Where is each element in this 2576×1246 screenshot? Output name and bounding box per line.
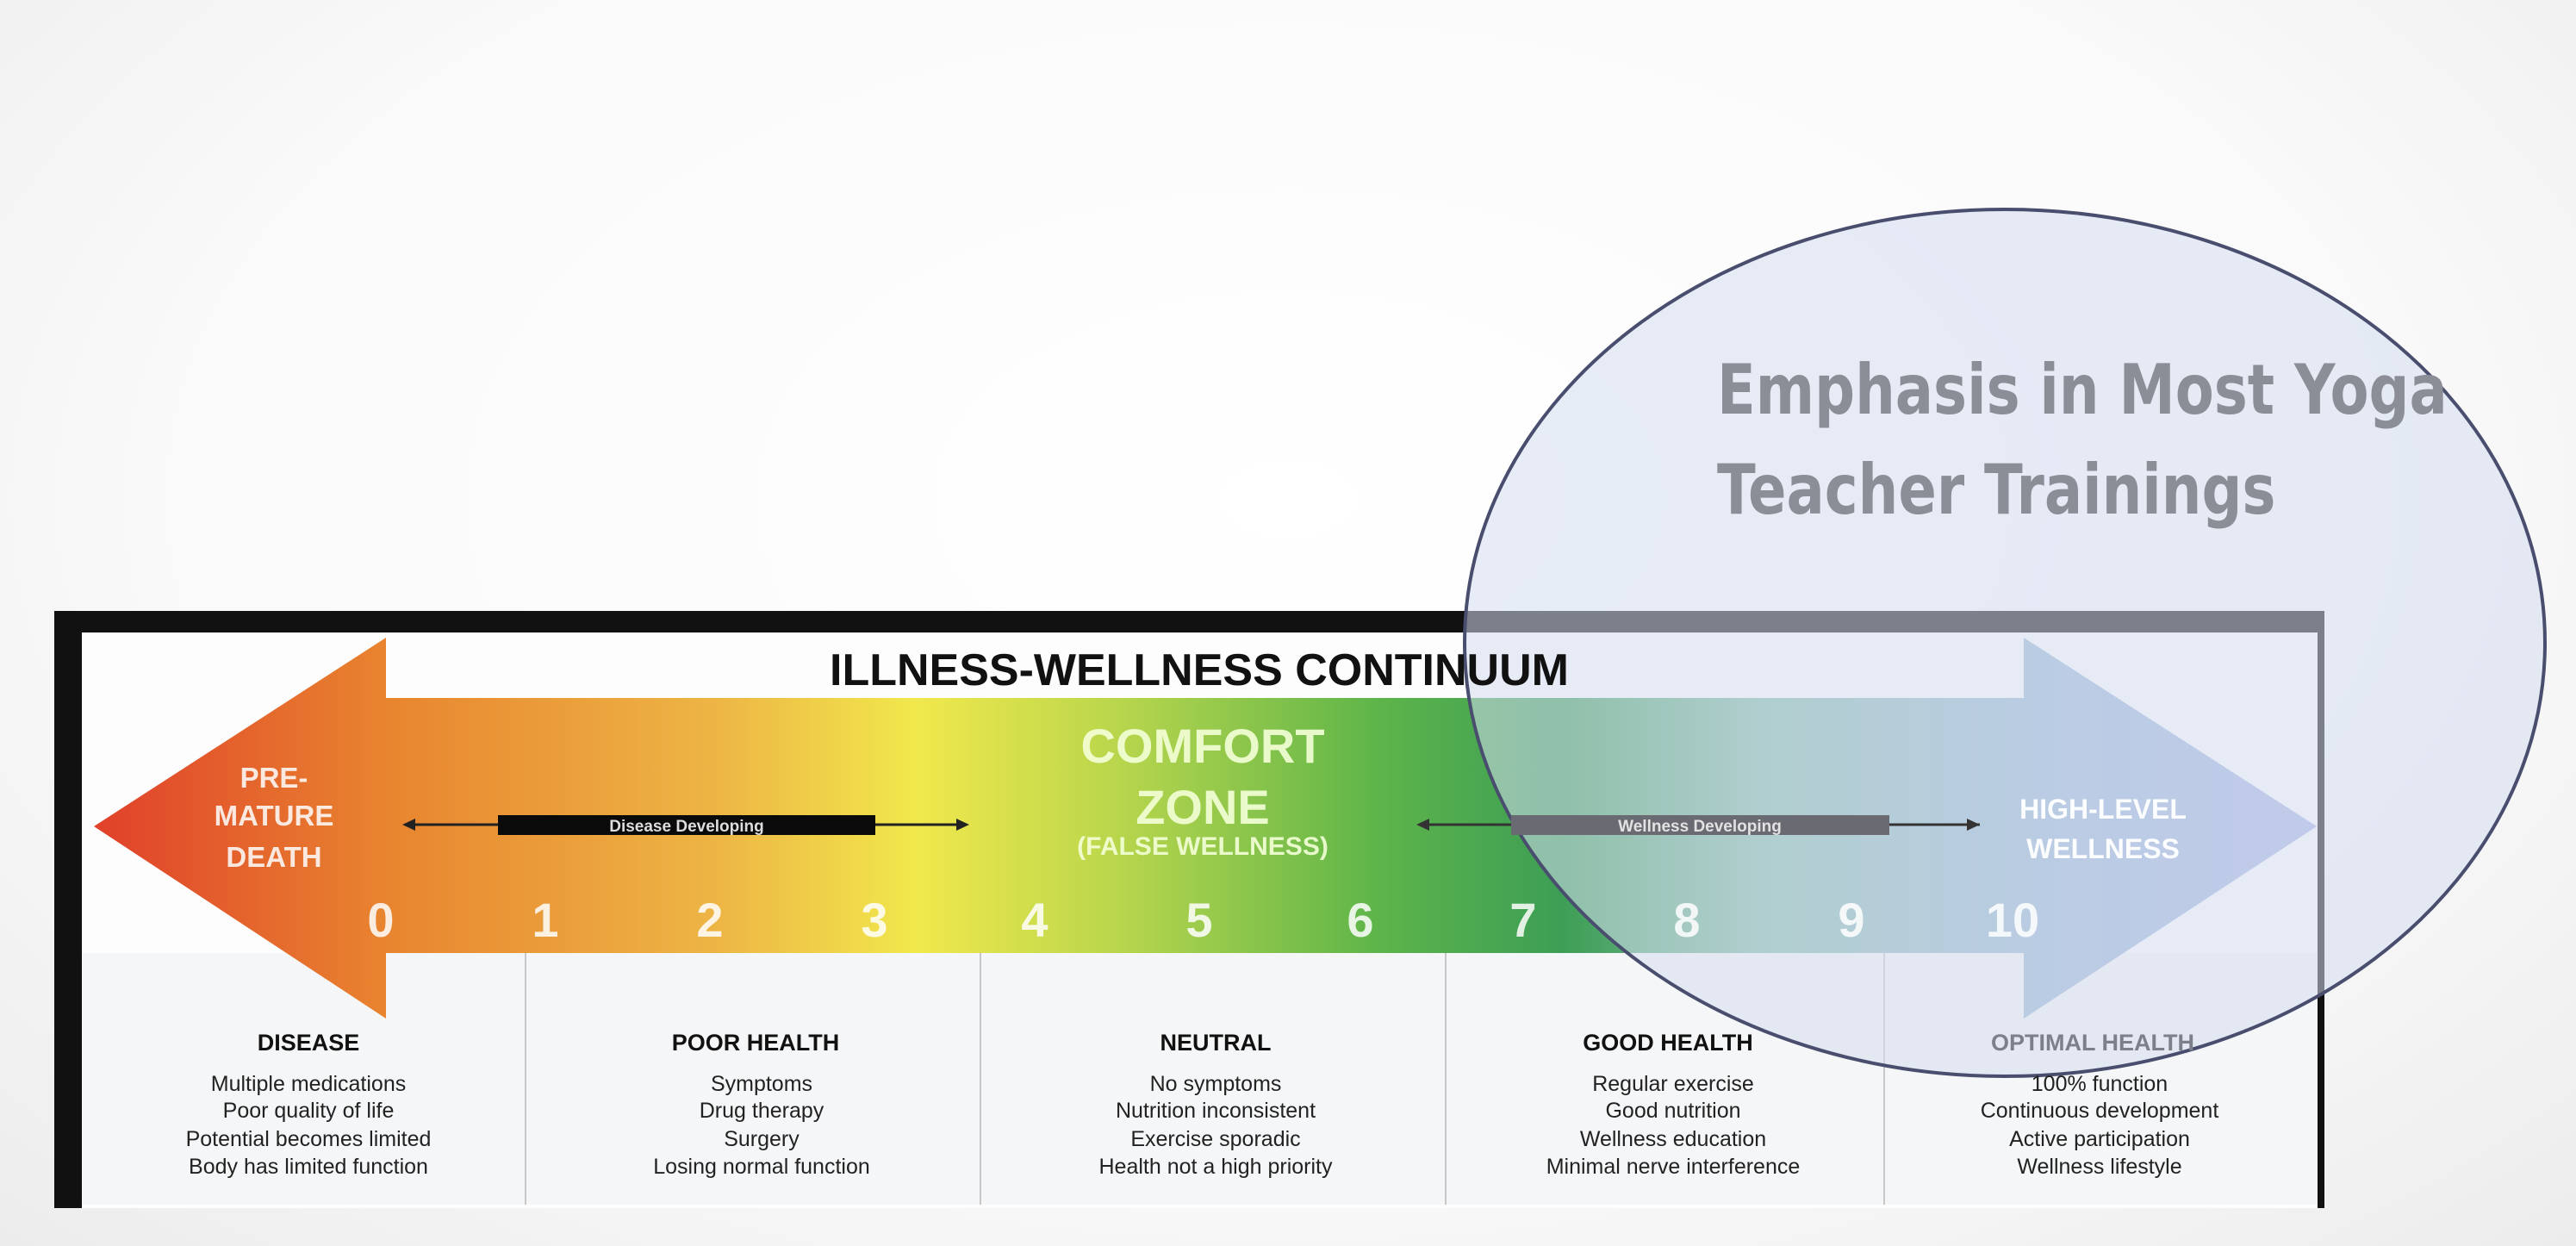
svg-text:(FALSE WELLNESS): (FALSE WELLNESS) bbox=[1077, 832, 1328, 861]
emphasis-callout-text: Emphasis in Most Yoga Teacher Trainings bbox=[1717, 351, 2448, 531]
svg-text:Wellness education: Wellness education bbox=[1580, 1127, 1766, 1151]
svg-text:Symptoms: Symptoms bbox=[711, 1072, 812, 1096]
svg-text:COMFORT: COMFORT bbox=[1080, 719, 1324, 773]
svg-text:POOR HEALTH: POOR HEALTH bbox=[672, 1030, 840, 1056]
svg-text:Potential becomes limited: Potential becomes limited bbox=[186, 1127, 432, 1151]
diagram-title: ILLNESS-WELLNESS CONTINUUM bbox=[830, 645, 1569, 695]
scale-number: 0 bbox=[367, 893, 394, 947]
column-disease: DISEASE Multiple medications Poor qualit… bbox=[186, 1030, 432, 1179]
high-level-wellness-label: HIGH-LEVEL WELLNESS bbox=[2019, 794, 2187, 864]
svg-text:Drug therapy: Drug therapy bbox=[700, 1099, 824, 1123]
wellness-developing-bar: Wellness Developing bbox=[1416, 815, 1980, 836]
svg-text:WELLNESS: WELLNESS bbox=[2026, 833, 2180, 864]
svg-text:Disease Developing: Disease Developing bbox=[609, 818, 764, 836]
emphasis-callout-ellipse bbox=[1463, 208, 2547, 1078]
column-optimal-health: OPTIMAL HEALTH 100% function Continuous … bbox=[1981, 1030, 2219, 1179]
svg-text:Wellness lifestyle: Wellness lifestyle bbox=[2017, 1155, 2181, 1179]
svg-text:Active participation: Active participation bbox=[2009, 1127, 2190, 1151]
svg-text:Exercise sporadic: Exercise sporadic bbox=[1130, 1127, 1300, 1151]
scale-numbers: 0 1 2 3 4 5 6 7 8 9 10 bbox=[367, 893, 2039, 947]
scale-number: 1 bbox=[532, 893, 558, 947]
scale-number: 7 bbox=[1509, 893, 1536, 947]
svg-text:DISEASE: DISEASE bbox=[258, 1030, 360, 1056]
svg-text:OPTIMAL HEALTH: OPTIMAL HEALTH bbox=[1991, 1030, 2194, 1056]
svg-text:Multiple medications: Multiple medications bbox=[211, 1072, 407, 1096]
svg-text:Health not a high priority: Health not a high priority bbox=[1099, 1155, 1333, 1179]
svg-text:PRE-: PRE- bbox=[240, 762, 308, 794]
svg-text:Continuous development: Continuous development bbox=[1981, 1099, 2219, 1123]
svg-text:NEUTRAL: NEUTRAL bbox=[1160, 1030, 1272, 1056]
svg-text:Losing normal function: Losing normal function bbox=[653, 1155, 870, 1179]
svg-text:DEATH: DEATH bbox=[226, 841, 321, 873]
scale-number: 10 bbox=[1986, 893, 2039, 947]
disease-developing-bar: Disease Developing bbox=[402, 815, 969, 836]
svg-text:100% function: 100% function bbox=[2032, 1072, 2168, 1096]
svg-text:Regular exercise: Regular exercise bbox=[1592, 1072, 1754, 1096]
svg-text:Poor quality of life: Poor quality of life bbox=[223, 1099, 395, 1123]
premature-death-label: PRE- MATURE DEATH bbox=[215, 762, 334, 873]
scale-number: 4 bbox=[1021, 893, 1048, 947]
svg-text:HIGH-LEVEL: HIGH-LEVEL bbox=[2019, 794, 2187, 825]
scale-number: 3 bbox=[861, 893, 887, 947]
svg-text:No symptoms: No symptoms bbox=[1150, 1072, 1282, 1096]
svg-text:MATURE: MATURE bbox=[215, 800, 334, 832]
scale-number: 5 bbox=[1185, 893, 1212, 947]
svg-text:Surgery: Surgery bbox=[724, 1127, 800, 1151]
svg-text:GOOD HEALTH: GOOD HEALTH bbox=[1583, 1030, 1753, 1056]
svg-text:ZONE: ZONE bbox=[1136, 780, 1270, 834]
svg-text:Body has limited function: Body has limited function bbox=[189, 1155, 428, 1179]
scale-number: 6 bbox=[1347, 893, 1373, 947]
svg-text:Wellness Developing: Wellness Developing bbox=[1618, 818, 1782, 836]
svg-text:Emphasis in Most Yoga: Emphasis in Most Yoga bbox=[1717, 351, 2448, 431]
comfort-zone-label: COMFORT ZONE (FALSE WELLNESS) bbox=[1077, 719, 1328, 861]
column-good-health: GOOD HEALTH Regular exercise Good nutrit… bbox=[1546, 1030, 1801, 1179]
column-neutral: NEUTRAL No symptoms Nutrition inconsiste… bbox=[1099, 1030, 1333, 1179]
svg-text:Good nutrition: Good nutrition bbox=[1605, 1099, 1740, 1123]
svg-text:Nutrition inconsistent: Nutrition inconsistent bbox=[1116, 1099, 1316, 1123]
scale-number: 2 bbox=[696, 893, 723, 947]
scale-number: 9 bbox=[1838, 893, 1864, 947]
svg-text:Minimal nerve interference: Minimal nerve interference bbox=[1546, 1155, 1801, 1179]
svg-text:Teacher Trainings: Teacher Trainings bbox=[1717, 451, 2275, 531]
scale-number: 8 bbox=[1673, 893, 1700, 947]
column-poor-health: POOR HEALTH Symptoms Drug therapy Surger… bbox=[653, 1030, 870, 1179]
